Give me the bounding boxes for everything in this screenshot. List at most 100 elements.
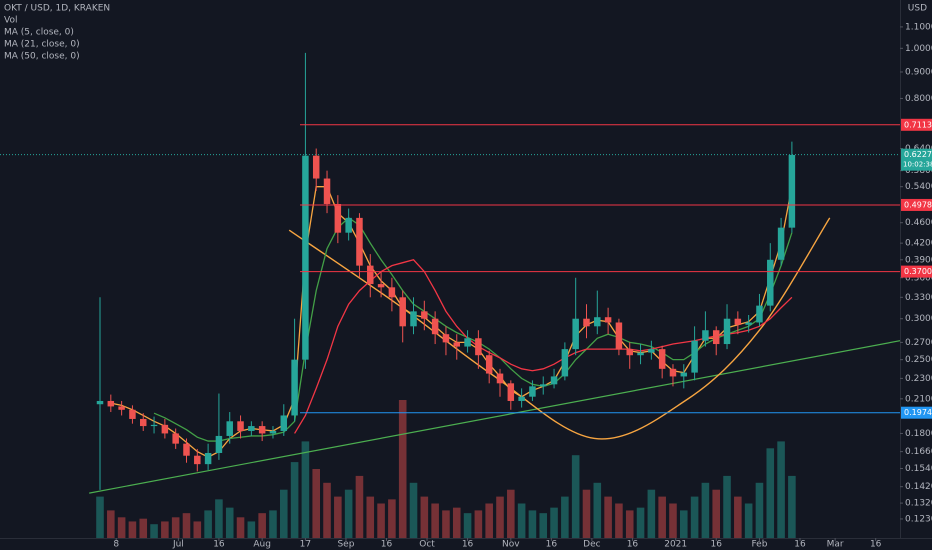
price-line-tag (901, 118, 932, 131)
price-line-label: 0.19741 (904, 408, 932, 417)
volume-bar (204, 510, 212, 538)
candle-body (323, 178, 331, 204)
x-tick-label: Sep (337, 540, 354, 550)
price-line-tag (901, 198, 932, 211)
ma-line (294, 259, 793, 434)
volume-bar (398, 400, 407, 538)
volume-bar (701, 482, 710, 538)
x-tick-label: 16 (462, 540, 474, 550)
candle-body (377, 284, 385, 288)
y-tick-label: 0.46000 (905, 218, 932, 228)
volume-bar (615, 503, 623, 538)
price-line-tag (901, 265, 932, 278)
volume-bar (236, 517, 245, 538)
y-tick-label: 0.33000 (905, 293, 932, 303)
y-tick-label: 1.00000 (905, 44, 932, 54)
candle-body (561, 349, 569, 377)
candle-body (669, 368, 677, 377)
candle-body (367, 265, 374, 285)
y-tick-label: 0.42000 (905, 239, 932, 249)
y-tick-label: 0.23000 (905, 374, 932, 384)
bar-countdown: 10:02:38 (903, 161, 932, 169)
volume-bar (777, 441, 785, 538)
volume-bar (269, 510, 277, 538)
volume-bar (355, 475, 364, 538)
y-tick-label: 0.16600 (905, 447, 932, 457)
candle-body (767, 259, 774, 306)
volume-bar (680, 510, 688, 538)
volume-bar (312, 469, 320, 538)
candle-body (107, 400, 115, 407)
volume-bar (734, 496, 742, 538)
volume-bar (463, 513, 472, 538)
trendline (89, 340, 901, 494)
candle-body (312, 155, 320, 179)
volume-bar (550, 507, 558, 538)
candle-body (518, 396, 525, 401)
symbol-title: OKT / USD, 1D, KRAKEN (4, 4, 110, 14)
volume-bar (582, 489, 591, 538)
volume-bar (571, 455, 580, 538)
candle-body (745, 322, 752, 325)
volume-bar (528, 510, 537, 538)
candle-body (226, 421, 233, 436)
volume-bar (193, 521, 202, 538)
volume-bar (474, 510, 483, 538)
y-tick-label: 0.90000 (905, 67, 932, 77)
candle-body (237, 421, 244, 431)
volume-bar (377, 503, 385, 538)
price-line-label: 0.49786 (904, 200, 932, 209)
candle-body (345, 217, 352, 233)
volume-bar (625, 510, 634, 538)
candle-body (626, 349, 633, 356)
candle-body (150, 424, 158, 427)
y-tick-label: 0.21000 (905, 394, 932, 404)
ma-line (153, 217, 793, 442)
volume-bar (258, 513, 266, 538)
candle-body (442, 334, 450, 343)
candle-body (453, 342, 460, 347)
x-tick-label: Nov (502, 540, 520, 550)
candle-body (777, 227, 785, 260)
last-price-label: 0.62277 (904, 150, 932, 159)
volume-bar (442, 510, 450, 538)
x-tick-label: 8 (113, 540, 119, 550)
volume-bar (182, 513, 191, 538)
candle-body (280, 415, 288, 431)
volume-bar (788, 475, 796, 538)
volume-bar (280, 489, 288, 538)
x-tick-label: 16 (794, 540, 806, 550)
x-tick-label: Oct (419, 540, 435, 550)
candle-body (615, 322, 623, 350)
volume-bar (409, 482, 418, 538)
y-tick-label: 1.10000 (905, 22, 932, 32)
x-tick-label: Aug (253, 540, 271, 550)
price-line-label: 0.71138 (904, 120, 932, 129)
x-tick-label: 16 (627, 540, 639, 550)
y-tick-label: 0.18000 (905, 429, 932, 439)
y-tick-label: 0.25000 (905, 355, 932, 365)
candle-body (550, 376, 558, 385)
candle-body (258, 426, 266, 434)
volume-bar (344, 489, 353, 538)
candle-body (712, 330, 720, 345)
x-tick-label: 16 (546, 540, 558, 550)
candle-body (594, 317, 601, 327)
candle-body (161, 424, 169, 434)
volume-bar (215, 499, 223, 538)
candle-body (464, 338, 471, 347)
candle-body (291, 359, 298, 416)
candle-body (572, 318, 579, 350)
candle-body (583, 318, 590, 327)
ma-legend: MA (50, close, 0) (4, 52, 80, 62)
volume-bar (301, 441, 310, 538)
x-tick-label: 16 (213, 540, 225, 550)
candle-body (475, 338, 482, 356)
volume-bar (647, 489, 656, 538)
y-tick-label: 0.80000 (905, 94, 932, 104)
y-tick-label: 0.39000 (905, 255, 932, 265)
candle-body (215, 435, 223, 453)
